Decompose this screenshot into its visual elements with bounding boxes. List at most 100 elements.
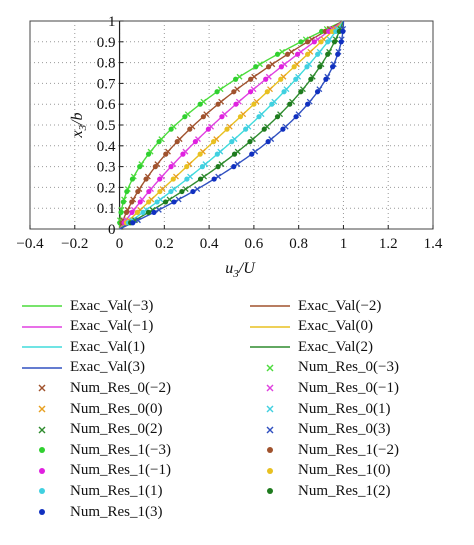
y-tick-label: 0.1: [97, 201, 116, 217]
legend-symbol: [20, 337, 64, 357]
x-tick-label: 0.4: [200, 236, 219, 252]
legend-item: Exac_Val(−1): [20, 317, 153, 337]
legend-item: Num_Res_0(−2): [20, 378, 171, 398]
legend-label: Num_Res_1(3): [70, 503, 163, 520]
data-point: [279, 48, 286, 55]
data-point: [231, 89, 237, 95]
data-point: [231, 164, 237, 170]
legend-item: Exac_Val(−3): [20, 296, 153, 316]
data-point: [197, 151, 203, 157]
data-point: [162, 199, 169, 205]
data-point: [170, 176, 176, 182]
data-point: [129, 209, 135, 215]
data-point: [256, 114, 262, 120]
data-point: [311, 39, 317, 45]
data-point: [278, 76, 284, 82]
data-point: [293, 76, 299, 82]
tick-labels: −0.4 −0.2 0 0.2 0.4 0.6 0.8 1 1.2 1.4 0 0.1 0.2 0.3 0.…: [16, 14, 442, 252]
data-point: [294, 51, 301, 57]
x-axis-label: u3/U: [225, 260, 256, 280]
data-point: [253, 64, 259, 70]
legend-symbol: [20, 296, 64, 316]
data-point: [247, 139, 253, 145]
legend-label: Exac_Val(−2): [298, 297, 382, 314]
legend-item: Num_Res_1(−3): [20, 440, 171, 460]
data-point: [155, 206, 162, 213]
data-point: [143, 176, 149, 182]
data-point: [205, 126, 211, 132]
data-point: [214, 89, 220, 95]
legend-item: Num_Res_1(3): [20, 502, 163, 522]
data-point: [298, 89, 304, 95]
legend-symbol: [20, 378, 64, 398]
data-point: [200, 114, 206, 120]
legend-item: Num_Res_1(1): [20, 481, 163, 501]
y-tick-label: 0.6: [97, 97, 116, 113]
data-point: [330, 64, 336, 70]
y-tick-label: 0.3: [97, 160, 116, 176]
data-point: [157, 176, 163, 182]
legend-symbol: [20, 420, 64, 440]
data-point: [269, 101, 275, 107]
data-point: [291, 64, 297, 70]
legend-symbol: [248, 399, 292, 419]
data-point: [175, 196, 182, 203]
data-point: [308, 76, 314, 82]
data-point: [274, 51, 281, 57]
legend-label: Num_Res_0(−2): [70, 379, 171, 396]
data-point: [145, 151, 152, 157]
legend-item: Exac_Val(1): [20, 337, 145, 357]
y-axis-label: x3/b: [69, 112, 89, 138]
legend-symbol: [248, 337, 292, 357]
data-point: [180, 151, 186, 157]
data-point: [325, 51, 331, 57]
data-point: [163, 151, 169, 157]
data-point: [192, 139, 199, 145]
x-tick-label: 0: [116, 236, 124, 252]
legend-label: Num_Res_1(1): [70, 482, 163, 499]
data-point: [151, 209, 157, 215]
data-point: [323, 76, 329, 82]
data-point: [233, 76, 239, 82]
legend-symbol: [20, 399, 64, 419]
data-point: [135, 217, 141, 224]
data-point: [233, 101, 239, 107]
data-point: [184, 164, 190, 170]
data-point: [190, 188, 196, 195]
data-point: [248, 76, 254, 82]
data-point: [237, 114, 244, 120]
data-point: [137, 164, 143, 170]
data-point: [145, 209, 152, 215]
data-point: [197, 176, 204, 182]
data-point: [152, 164, 158, 170]
data-point: [325, 39, 331, 45]
data-point: [229, 139, 235, 145]
data-point: [171, 199, 177, 205]
legend-label: Num_Res_0(0): [70, 400, 163, 417]
legend-item: Exac_Val(0): [248, 317, 373, 337]
series-markers: [116, 25, 347, 226]
legend-symbol: [20, 481, 64, 501]
legend-label: Num_Res_0(1): [298, 400, 391, 417]
data-point: [293, 114, 299, 120]
x-tick-label: −0.4: [16, 236, 44, 252]
data-point: [123, 209, 130, 215]
y-tick-label: 0.7: [97, 76, 116, 92]
data-point: [137, 199, 143, 205]
data-point: [314, 89, 321, 95]
data-point: [129, 199, 135, 205]
legend-item: Num_Res_0(−1): [248, 378, 399, 398]
data-point: [211, 176, 217, 182]
data-point: [261, 126, 267, 132]
data-point: [338, 39, 344, 45]
data-point: [140, 209, 146, 215]
legend-label: Num_Res_1(2): [298, 482, 391, 499]
data-point: [315, 51, 321, 57]
y-tick-label: 0.2: [97, 180, 116, 196]
data-point: [179, 188, 185, 195]
data-point: [146, 188, 152, 195]
data-point: [215, 101, 221, 107]
data-point: [331, 39, 338, 45]
data-point: [224, 126, 230, 132]
